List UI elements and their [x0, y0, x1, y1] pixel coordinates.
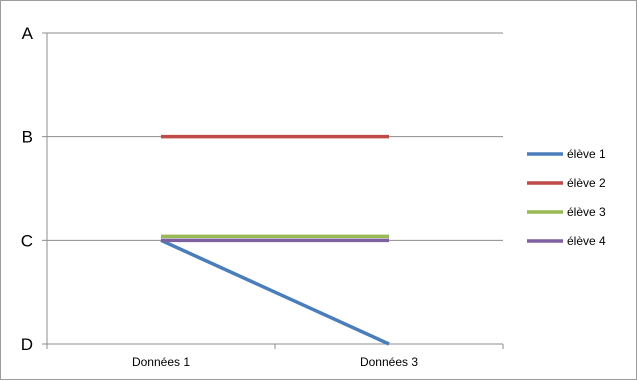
legend-label: élève 3	[567, 205, 606, 219]
plot-series	[160, 134, 390, 346]
legend-item-eleve-2: élève 2	[527, 176, 606, 190]
legend-item-eleve-1: élève 1	[527, 147, 606, 161]
y-tick-label: A	[22, 24, 34, 43]
series-line-eleve-1	[160, 238, 390, 346]
legend: élève 1 élève 2 élève 3 élève 4	[527, 147, 606, 248]
x-tick-label: Données 1	[132, 355, 190, 369]
y-tick-label: C	[21, 231, 33, 250]
x-tick-label: Données 3	[360, 355, 418, 369]
legend-item-eleve-4: élève 4	[527, 234, 606, 248]
legend-label: élève 4	[567, 234, 606, 248]
gridlines	[47, 32, 503, 345]
legend-label: élève 1	[567, 147, 606, 161]
y-tick-label: B	[22, 128, 33, 147]
axes: A B C D Données 1 Données 3	[21, 24, 504, 369]
legend-label: élève 2	[567, 176, 606, 190]
y-tick-label: D	[21, 335, 33, 354]
legend-item-eleve-3: élève 3	[527, 205, 606, 219]
